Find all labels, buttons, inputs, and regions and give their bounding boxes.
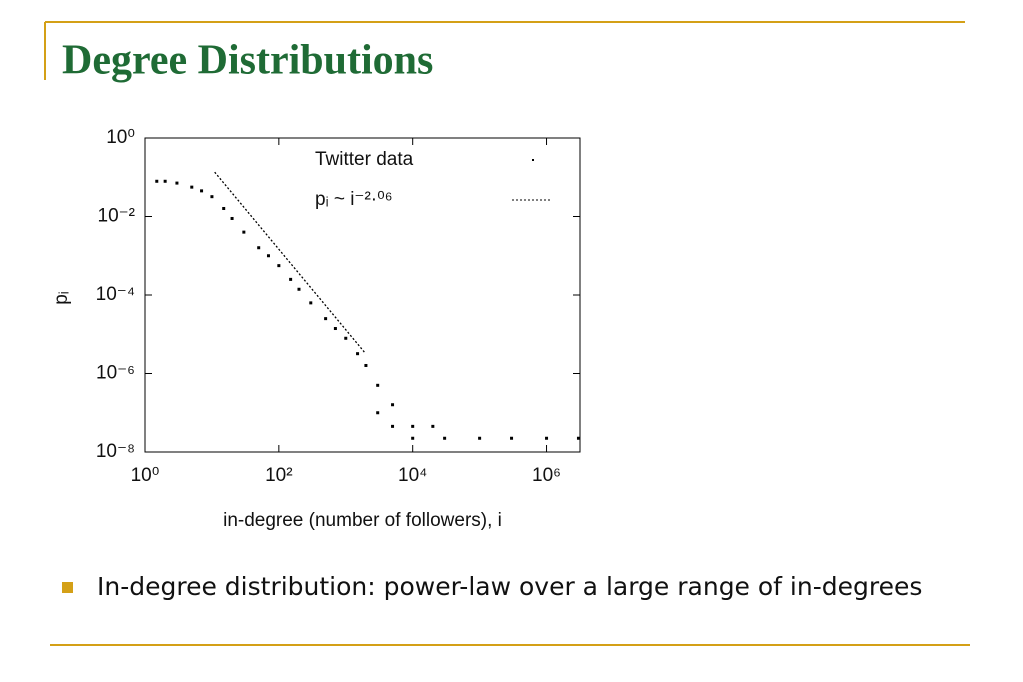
data-point (510, 436, 514, 440)
data-point (376, 411, 380, 415)
slide-title: Degree Distributions (62, 38, 433, 84)
x-axis-label: in-degree (number of followers), i (223, 510, 502, 531)
data-point (222, 206, 226, 210)
data-point (411, 436, 415, 440)
data-point (376, 383, 380, 387)
data-point (391, 403, 395, 407)
data-point (391, 424, 395, 428)
x-tick-label: 10⁴ (398, 465, 427, 486)
data-point (175, 181, 179, 185)
data-point (257, 246, 261, 250)
y-tick-label: 10⁻⁴ (96, 284, 135, 305)
data-point (277, 264, 281, 268)
x-tick-label: 10⁶ (532, 465, 561, 486)
y-tick-label: 10⁻² (98, 206, 136, 227)
data-point (200, 189, 204, 193)
data-point (242, 230, 246, 234)
bullet-marker (62, 582, 73, 593)
fit-line (214, 171, 365, 353)
data-point (210, 195, 214, 199)
bullet-text: In-degree distribution: power-law over a… (97, 572, 923, 601)
y-axis-label: pᵢ (51, 291, 72, 305)
y-tick-label: 10⁻⁸ (96, 441, 135, 462)
data-point (411, 424, 415, 428)
data-point (190, 185, 194, 189)
data-point (230, 216, 234, 220)
data-point (333, 327, 337, 331)
data-point (478, 436, 482, 440)
data-point (576, 436, 580, 440)
data-point (545, 436, 549, 440)
data-point (163, 179, 167, 183)
y-tick-label: 10⁰ (106, 127, 135, 148)
data-point (344, 336, 348, 340)
data-point (309, 301, 313, 305)
data-point (364, 363, 368, 367)
plot-frame (144, 137, 581, 453)
data-point (356, 352, 360, 356)
data-point (266, 254, 270, 258)
legend-label: Twitter data (315, 149, 414, 170)
x-tick-label: 10⁰ (131, 465, 160, 486)
data-point (297, 287, 301, 291)
legend-label: pᵢ ~ i⁻²·⁰⁶ (315, 189, 393, 210)
x-tick-label: 10² (265, 465, 292, 486)
legend-marker (532, 159, 534, 161)
data-point (289, 277, 293, 281)
data-point (443, 436, 447, 440)
data-point (324, 317, 328, 321)
data-point (155, 179, 159, 183)
y-tick-label: 10⁻⁶ (96, 363, 135, 384)
data-point (431, 424, 435, 428)
